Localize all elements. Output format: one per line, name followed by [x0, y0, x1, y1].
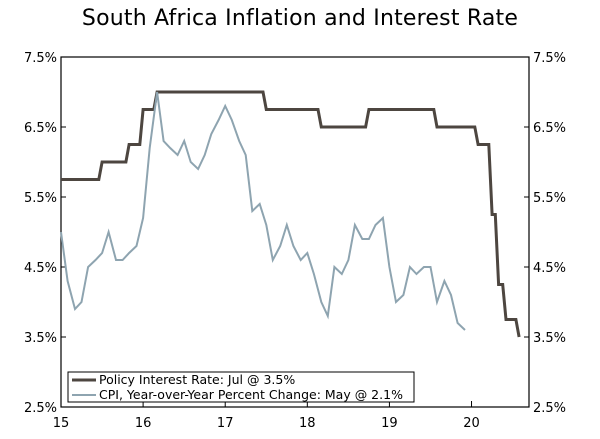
y-tick-label-left: 4.5%: [24, 261, 57, 276]
legend-box: [67, 371, 415, 403]
y-tick-label-right: 3.5%: [533, 331, 566, 346]
x-tick-label: 15: [53, 416, 70, 431]
y-tick-label-right: 6.5%: [533, 121, 566, 136]
y-tick-label-right: 7.5%: [533, 51, 566, 66]
y-tick-label-right: 2.5%: [533, 401, 566, 416]
series-layer: [60, 90, 521, 338]
legend-label-policy-rate: Policy Interest Rate: Jul @ 3.5%: [99, 372, 295, 387]
x-tick-label: 20: [463, 416, 480, 431]
y-tick-label-left: 7.5%: [24, 51, 57, 66]
tick-layer: 2.5% 2.5% 3.5% 3.5% 4.5% 4.5% 5.5% 5.5% 6.5% 6.5%…: [24, 51, 566, 431]
legend-label-cpi: CPI, Year-over-Year Percent Change: May …: [99, 387, 403, 402]
legend: Policy Interest Rate: Jul @ 3.5% CPI, Ye…: [67, 371, 415, 403]
series-line-cpi: [60, 91, 466, 331]
y-tick-label-left: 3.5%: [24, 331, 57, 346]
y-tick-label-left: 2.5%: [24, 401, 57, 416]
x-tick-label: 17: [217, 416, 234, 431]
y-tick-label-right: 4.5%: [533, 261, 566, 276]
series-line-policy-rate: [61, 90, 521, 338]
y-tick-label-right: 5.5%: [533, 191, 566, 206]
x-tick-label: 19: [381, 416, 398, 431]
y-tick-label-left: 6.5%: [24, 121, 57, 136]
chart-title: South Africa Inflation and Interest Rate: [81, 6, 519, 31]
y-tick-label-left: 5.5%: [24, 191, 57, 206]
x-tick-label: 16: [135, 416, 152, 431]
x-tick-label: 18: [299, 416, 316, 431]
